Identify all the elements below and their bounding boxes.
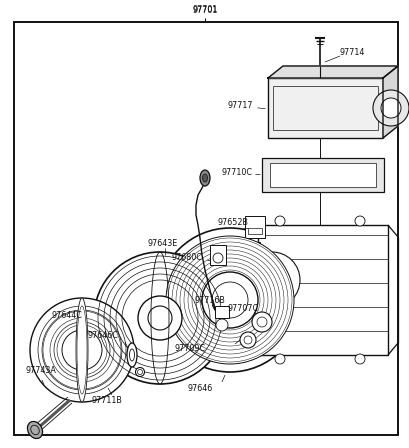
Text: 97680C: 97680C [172,253,202,262]
Circle shape [211,282,247,318]
Text: 97652B: 97652B [218,217,248,227]
Circle shape [243,252,299,308]
Circle shape [94,252,225,384]
Bar [209,245,225,265]
Bar [247,228,261,234]
Circle shape [202,272,257,328]
Circle shape [239,332,255,348]
Ellipse shape [76,298,88,402]
Bar [214,306,229,318]
Ellipse shape [127,343,137,367]
Bar [247,302,257,320]
Text: 97716B: 97716B [195,296,225,305]
Circle shape [256,317,266,327]
Circle shape [216,319,227,331]
Polygon shape [267,66,397,78]
Text: 97714: 97714 [339,47,364,56]
Circle shape [30,298,134,402]
Text: 97711B: 97711B [92,396,123,405]
Circle shape [354,216,364,226]
Text: 97646C: 97646C [88,331,119,340]
Text: 97701: 97701 [192,4,217,13]
Circle shape [257,266,285,294]
Circle shape [252,312,271,332]
Circle shape [62,330,102,370]
Text: 97643E: 97643E [148,238,178,247]
Bar [247,242,259,270]
Circle shape [157,228,301,372]
Bar [245,216,264,238]
Circle shape [274,216,284,226]
Circle shape [138,296,182,340]
Bar [267,78,382,138]
Ellipse shape [27,422,43,439]
Ellipse shape [202,174,207,182]
Text: 97646: 97646 [188,383,213,392]
Text: 97707C: 97707C [227,303,258,313]
Circle shape [372,90,408,126]
Bar [257,225,387,355]
Text: 97717: 97717 [227,100,253,109]
Ellipse shape [135,367,144,376]
Polygon shape [382,66,397,138]
Circle shape [213,253,222,263]
Circle shape [243,336,252,344]
Text: 97710C: 97710C [221,168,252,177]
Text: 97644C: 97644C [52,310,83,319]
Circle shape [274,354,284,364]
Text: 97709C: 97709C [175,344,206,353]
Bar [261,158,383,192]
Ellipse shape [200,170,209,186]
Circle shape [380,98,400,118]
Circle shape [74,342,90,358]
Circle shape [148,306,172,330]
Bar [270,163,375,187]
Text: 97743A: 97743A [26,366,57,375]
Circle shape [354,354,364,364]
Circle shape [166,236,293,364]
Text: 97701: 97701 [192,5,217,14]
